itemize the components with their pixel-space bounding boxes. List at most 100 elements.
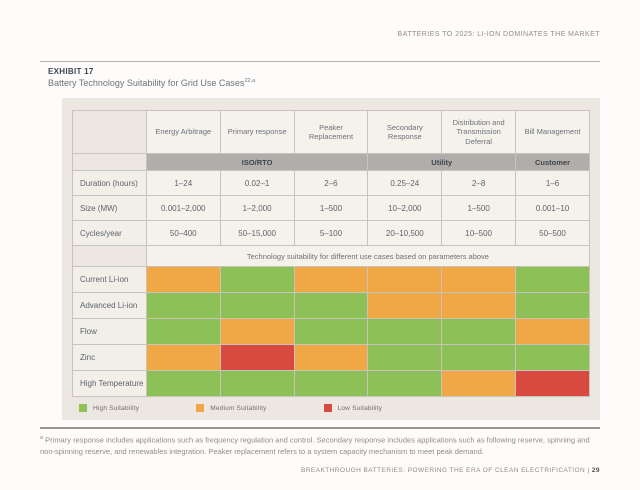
- market-group-cell: Utility: [367, 153, 517, 171]
- footnote-rule: [40, 427, 600, 429]
- use-case-header-cell: Secondary Response: [367, 110, 443, 154]
- suitability-cell-medium: [145, 344, 221, 371]
- page-footer: BREAKTHROUGH BATTERIES: POWERING THE ERA…: [301, 467, 600, 474]
- suitability-cell-medium: [441, 370, 517, 397]
- legend-swatch-high: [79, 404, 87, 412]
- suitability-cell-medium: [293, 266, 369, 293]
- parameter-value: 1–500: [441, 195, 517, 221]
- suitability-cell-high: [293, 318, 369, 345]
- parameter-value: 1–6: [515, 170, 590, 196]
- corner-cell: [72, 153, 147, 171]
- parameter-row: Cycles/year 50–400 50–15,000 5–100 20–10,500…: [72, 220, 590, 246]
- exhibit-title: Battery Technology Suitability for Grid …: [48, 78, 255, 88]
- suitability-cell-high: [515, 344, 590, 371]
- technology-label: Current Li-ion: [72, 266, 147, 293]
- use-case-header-cell: Energy Arbitrage: [145, 110, 221, 154]
- suitability-cell-high: [293, 292, 369, 319]
- suitability-note-row: Technology suitability for different use…: [72, 245, 591, 267]
- technology-row: Flow: [72, 318, 590, 345]
- exhibit-label: EXHIBIT 17: [48, 67, 94, 76]
- suitability-cell-medium: [367, 266, 443, 293]
- parameter-value: 0.25–24: [367, 170, 443, 196]
- footnote: a Primary response includes applications…: [40, 434, 602, 457]
- parameter-value: 2–6: [293, 170, 369, 196]
- parameter-value: 2–8: [441, 170, 517, 196]
- parameter-value: 1–2,000: [219, 195, 295, 221]
- suitability-cell-high: [367, 370, 443, 397]
- corner-cell: [72, 110, 147, 154]
- suitability-cell-medium: [293, 344, 369, 371]
- suitability-cell-high: [441, 318, 517, 345]
- footnote-marker: a: [40, 435, 44, 441]
- table-card: Energy Arbitrage Primary response Peaker R…: [62, 98, 600, 420]
- use-case-header-cell: Peaker Replacement: [293, 110, 369, 154]
- suitability-cell-high: [441, 344, 517, 371]
- legend-label: Medium Suitability: [210, 404, 267, 412]
- top-rule: [40, 61, 600, 62]
- market-group-row: ISO/RTO Utility Customer: [72, 153, 590, 171]
- parameter-value: 20–10,500: [367, 220, 443, 246]
- suitability-cell-medium: [441, 266, 517, 293]
- suitability-cell-medium: [145, 266, 221, 293]
- parameter-value: 10–500: [441, 220, 517, 246]
- parameter-value: 10–2,000: [367, 195, 443, 221]
- parameter-value: 5–100: [293, 220, 369, 246]
- suitability-cell-medium: [515, 318, 590, 345]
- legend: High Suitability Medium Suitability Low Su…: [79, 404, 590, 412]
- footnote-text: Primary response includes applications s…: [40, 435, 590, 456]
- parameter-value: 50–400: [145, 220, 221, 246]
- parameter-value: 0.001–10: [515, 195, 590, 221]
- use-case-header-cell: Distribution and Transmission Deferral: [441, 110, 517, 154]
- parameter-value: 0.001–2,000: [145, 195, 221, 221]
- technology-label: Advanced Li-ion: [72, 292, 147, 319]
- technology-row: High Temperature: [72, 370, 590, 397]
- use-case-header-cell: Bill Management: [515, 110, 590, 154]
- suitability-cell-high: [515, 292, 590, 319]
- parameter-value: 50–500: [515, 220, 590, 246]
- parameter-value: 0.02–1: [219, 170, 295, 196]
- technology-label: Zinc: [72, 344, 147, 371]
- suitability-cell-high: [367, 318, 443, 345]
- technology-label: Flow: [72, 318, 147, 345]
- running-header: BATTERIES TO 2025: LI-ION DOMINATES THE …: [397, 31, 600, 38]
- legend-label: Low Suitability: [337, 404, 383, 412]
- suitability-cell-high: [219, 292, 295, 319]
- parameter-row: Duration (hours) 1–24 0.02–1 2–6 0.25–24 2–8 1…: [72, 170, 590, 196]
- parameter-row: Size (MW) 0.001–2,000 1–2,000 1–500 10–2,000…: [72, 195, 590, 221]
- legend-swatch-medium: [196, 404, 205, 412]
- parameter-value: 1–500: [293, 195, 369, 221]
- suitability-cell-medium: [219, 318, 295, 345]
- suitability-cell-medium: [441, 292, 517, 319]
- suitability-cell-high: [219, 266, 295, 293]
- parameter-label: Cycles/year: [72, 220, 147, 246]
- legend-label: High Suitability: [93, 404, 140, 412]
- suitability-cell-low: [219, 344, 295, 371]
- exhibit-title-text: Battery Technology Suitability for Grid …: [48, 78, 245, 88]
- use-case-header-row: Energy Arbitrage Primary response Peaker R…: [72, 110, 590, 154]
- parameter-label: Duration (hours): [72, 170, 147, 196]
- use-case-header-cell: Primary response: [219, 110, 295, 154]
- parameter-value: 50–15,000: [219, 220, 295, 246]
- exhibit-title-superscript: 22,a: [244, 78, 256, 84]
- suitability-cell-high: [293, 370, 369, 397]
- suitability-cell-low: [515, 370, 590, 397]
- parameter-label: Size (MW): [72, 195, 147, 221]
- suitability-cell-high: [219, 370, 295, 397]
- legend-swatch-low: [323, 404, 332, 412]
- corner-cell: [72, 245, 147, 267]
- suitability-table: Energy Arbitrage Primary response Peaker R…: [72, 110, 591, 397]
- suitability-cell-high: [515, 266, 590, 293]
- footer-text: BREAKTHROUGH BATTERIES: POWERING THE ERA…: [300, 467, 586, 474]
- suitability-cell-high: [145, 318, 221, 345]
- technology-row: Current Li-ion: [72, 266, 590, 293]
- footer-separator: |: [587, 467, 590, 474]
- legend-item-high: High Suitability: [79, 404, 139, 412]
- footer-page-number: 29: [591, 467, 600, 474]
- market-group-cell: Customer: [515, 153, 590, 171]
- suitability-cell-medium: [367, 292, 443, 319]
- suitability-note: Technology suitability for different use…: [145, 245, 591, 267]
- technology-row: Advanced Li-ion: [72, 292, 590, 319]
- technology-row: Zinc: [72, 344, 590, 371]
- market-group-cell: ISO/RTO: [145, 153, 369, 171]
